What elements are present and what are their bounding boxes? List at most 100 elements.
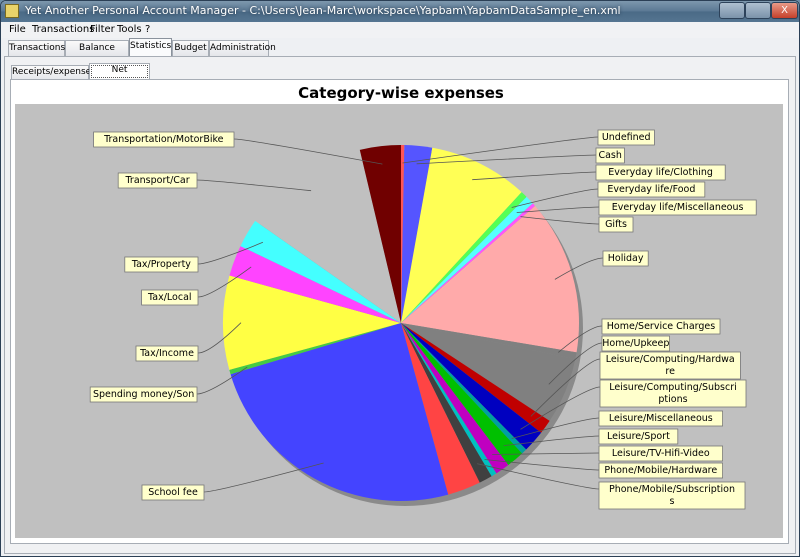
label-leisure-sport: Leisure/Sport <box>607 431 670 442</box>
label-spending-money-son: Spending money/Son <box>93 389 194 400</box>
pie-slice-leisure-sport <box>401 323 523 465</box>
tab-transactions[interactable]: Transactions <box>8 40 65 56</box>
label-line-leisure-computing-subscriptions-1: ptions <box>658 394 687 405</box>
pie-slice-cash <box>401 145 433 323</box>
pie-slice-tax-local <box>229 246 401 323</box>
label-box-tax-local <box>141 289 199 306</box>
pie-slice-leisure-tv-hifi-video <box>401 323 509 474</box>
label-tax-property: Tax/Property <box>131 259 191 270</box>
label-box-gifts <box>598 216 634 233</box>
menu-tools[interactable]: Tools <box>117 24 142 35</box>
label-box-transportation-motorbike <box>93 131 235 148</box>
label-line-phone-mobile-hardware-0: Phone/Mobile/Hardware <box>604 465 717 476</box>
label-line-everyday-life-clothing-0: Everyday life/Clothing <box>608 167 713 178</box>
label-box-home-upkeep <box>601 335 670 352</box>
label-everyday-life-clothing: Everyday life/Clothing <box>608 167 713 178</box>
label-box-phone-mobile-hardware <box>598 462 723 479</box>
label-tax-local: Tax/Local <box>147 292 192 303</box>
leader-gifts <box>520 216 600 225</box>
label-box-cash <box>595 147 625 164</box>
label-transportation-motorbike: Transportation/MotorBike <box>103 134 224 145</box>
label-everyday-life-food: Everyday life/Food <box>607 184 695 195</box>
leader-spending-money-son <box>196 366 248 395</box>
tab-budget[interactable]: Budget <box>172 40 209 56</box>
label-line-holiday-0: Holiday <box>608 253 644 264</box>
label-box-transport-car <box>117 172 198 189</box>
label-line-leisure-miscellaneous-0: Leisure/Miscellaneous <box>609 413 713 424</box>
tab-statistics[interactable]: Statistics <box>129 38 172 56</box>
label-box-spending-money-son <box>89 386 198 403</box>
main-tabs: Transactions Balance history Statistics … <box>1 38 799 67</box>
label-box-phone-mobile-subscriptions <box>598 481 746 510</box>
label-box-home-service-charges <box>601 318 721 335</box>
label-line-transport-car-0: Transport/Car <box>125 175 190 186</box>
menu-filter[interactable]: Filter <box>90 24 115 35</box>
label-line-undefined-0: Undefined <box>602 132 651 143</box>
label-line-tax-local-0: Tax/Local <box>147 292 192 303</box>
tab-administration[interactable]: Administration <box>209 40 276 56</box>
pie-slice-phone-mobile-subscriptions <box>401 323 492 483</box>
pie-labels: Undefined Cash Everyday life/Clothing Every… <box>89 129 757 510</box>
chart-title: Category-wise expenses <box>298 84 504 102</box>
label-transport-car: Transport/Car <box>125 175 190 186</box>
label-line-cash-0: Cash <box>598 150 621 161</box>
label-line-transportation-motorbike-0: Transportation/MotorBike <box>103 134 224 145</box>
menu-file[interactable]: File <box>9 24 26 35</box>
pie-slice-holiday <box>401 205 579 353</box>
pie-slice-home-upkeep <box>401 323 576 421</box>
label-tax-income: Tax/Income <box>139 348 194 359</box>
label-cash: Cash <box>598 150 621 161</box>
label-box-leisure-computing-hardware <box>599 351 741 380</box>
label-holiday: Holiday <box>608 253 644 264</box>
label-line-tax-property-0: Tax/Property <box>131 259 191 270</box>
pie-slice-gifts <box>401 203 536 323</box>
pie-slice-phone-mobile-hardware <box>401 323 497 477</box>
minimize-button[interactable] <box>719 2 745 19</box>
leader-home-service-charges <box>558 325 603 353</box>
pie-slice-home-service-charges <box>401 323 577 359</box>
pie-slice-tax-income <box>223 275 401 370</box>
leader-transportation-motorbike <box>233 138 383 165</box>
leader-phone-mobile-hardware <box>484 459 600 471</box>
label-box-undefined <box>597 129 655 146</box>
label-everyday-life-miscellaneous: Everyday life/Miscellaneous <box>612 202 744 213</box>
label-leisure-computing-hardware: Leisure/Computing/Hardwa re <box>606 354 735 377</box>
leader-leisure-tv-hifi-video <box>492 452 600 455</box>
label-line-tax-income-0: Tax/Income <box>139 348 194 359</box>
leader-tax-income <box>197 322 242 354</box>
leader-transport-car <box>196 179 312 192</box>
maximize-button[interactable] <box>745 2 771 19</box>
label-box-school-fee <box>141 484 205 501</box>
leader-cash <box>416 154 597 165</box>
label-line-phone-mobile-subscriptions-0: Phone/Mobile/Subscription <box>609 484 735 495</box>
menu-help[interactable]: ? <box>145 24 151 35</box>
subtab-receipts-expenses[interactable]: Receipts/expenses <box>11 65 96 80</box>
label-phone-mobile-hardware: Phone/Mobile/Hardware <box>604 465 717 476</box>
menu-transactions[interactable]: Transactions <box>32 24 95 35</box>
label-phone-mobile-subscriptions: Phone/Mobile/Subscription s <box>609 484 735 507</box>
pie-slice-spending-money-son <box>229 323 401 375</box>
leader-home-upkeep <box>548 342 603 385</box>
close-button[interactable]: X <box>771 2 798 19</box>
label-line-leisure-computing-hardware-0: Leisure/Computing/Hardwa <box>606 354 735 365</box>
pie-slice-leisure-computing-subscriptions <box>401 323 542 450</box>
label-line-leisure-computing-hardware-1: re <box>665 366 675 377</box>
pie-slice-leisure-miscellaneous <box>401 323 527 454</box>
pie-slice-everyday-life-miscellaneous <box>401 196 533 323</box>
label-home-upkeep: Home/Upkeep <box>602 338 669 349</box>
pie-slice-leisure-computing-hardware <box>401 323 550 433</box>
leader-tax-local <box>197 266 252 298</box>
label-line-home-service-charges-0: Home/Service Charges <box>607 321 715 332</box>
leader-tax-property <box>197 241 264 265</box>
label-box-everyday-life-food <box>597 181 706 198</box>
pie-slice-school-fee <box>230 323 449 502</box>
label-box-tax-property <box>124 256 199 273</box>
leader-leisure-computing-subscriptions <box>520 386 601 430</box>
pie-slice-undefined <box>401 144 405 323</box>
leader-school-fee <box>203 462 324 493</box>
title-bar: Yet Another Personal Account Manager - C… <box>1 1 799 22</box>
label-line-phone-mobile-subscriptions-1: s <box>670 496 675 507</box>
label-leisure-tv-hifi-video: Leisure/TV-Hifi-Video <box>612 448 710 459</box>
